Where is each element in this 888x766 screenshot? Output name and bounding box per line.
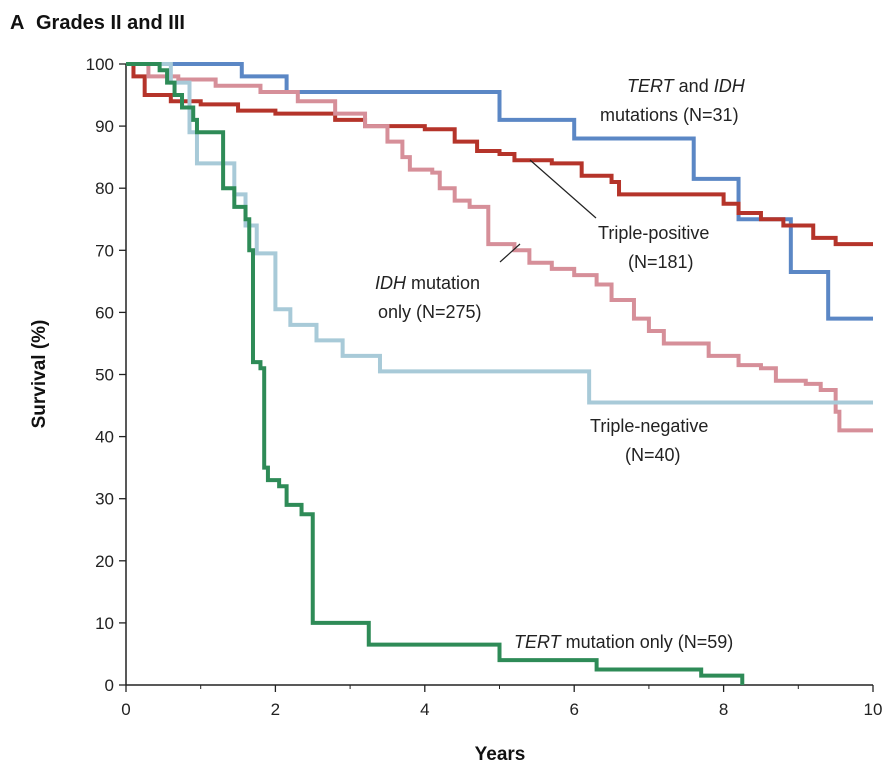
series-line-0 <box>126 62 873 321</box>
x-axis-title: Years <box>475 744 526 765</box>
series-line-2 <box>126 62 873 433</box>
leader-line-idh-only <box>499 243 521 263</box>
y-tick-label: 20 <box>95 552 114 571</box>
y-axis-title: Survival (%) <box>29 320 50 429</box>
annotation-triple-negative-line2: (N=40) <box>625 445 681 465</box>
axes: 0 10 20 30 40 50 60 70 80 90 100 0 2 4 6 8 10 <box>86 55 883 719</box>
x-tick-label: 0 <box>121 700 130 719</box>
annotation-tert-idh-line1: TERT and IDH <box>627 76 746 96</box>
x-tick-label: 4 <box>420 700 429 719</box>
x-tick-label: 2 <box>271 700 280 719</box>
y-tick-label: 30 <box>95 490 114 509</box>
annotation-triple-negative-line1: Triple-negative <box>590 416 708 436</box>
annotation-triple-positive-line1: Triple-positive <box>598 223 709 243</box>
y-tick-label: 60 <box>95 303 114 322</box>
survival-curves <box>126 62 873 685</box>
x-tick-label: 10 <box>864 700 883 719</box>
series-line-4 <box>126 62 745 685</box>
x-tick-label: 6 <box>569 700 578 719</box>
annotation-idh-only-line1: IDH mutation <box>375 273 480 293</box>
leader-line-triple-positive <box>529 159 597 219</box>
annotation-idh-only-line2: only (N=275) <box>378 302 482 322</box>
y-tick-label: 70 <box>95 241 114 260</box>
annotation-tert-only: TERT mutation only (N=59) <box>514 632 733 652</box>
series-line-1 <box>126 62 873 247</box>
panel-letter: A <box>10 12 24 34</box>
y-tick-label: 100 <box>86 55 114 74</box>
y-tick-label: 90 <box>95 117 114 136</box>
y-tick-label: 50 <box>95 366 114 385</box>
y-tick-label: 0 <box>105 676 114 695</box>
y-tick-label: 40 <box>95 428 114 447</box>
y-tick-label: 10 <box>95 614 114 633</box>
panel-title: Grades II and III <box>36 12 185 34</box>
annotation-tert-idh-line2: mutations (N=31) <box>600 105 739 125</box>
x-tick-label: 8 <box>719 700 728 719</box>
annotation-triple-positive-line2: (N=181) <box>628 252 694 272</box>
y-tick-label: 80 <box>95 179 114 198</box>
